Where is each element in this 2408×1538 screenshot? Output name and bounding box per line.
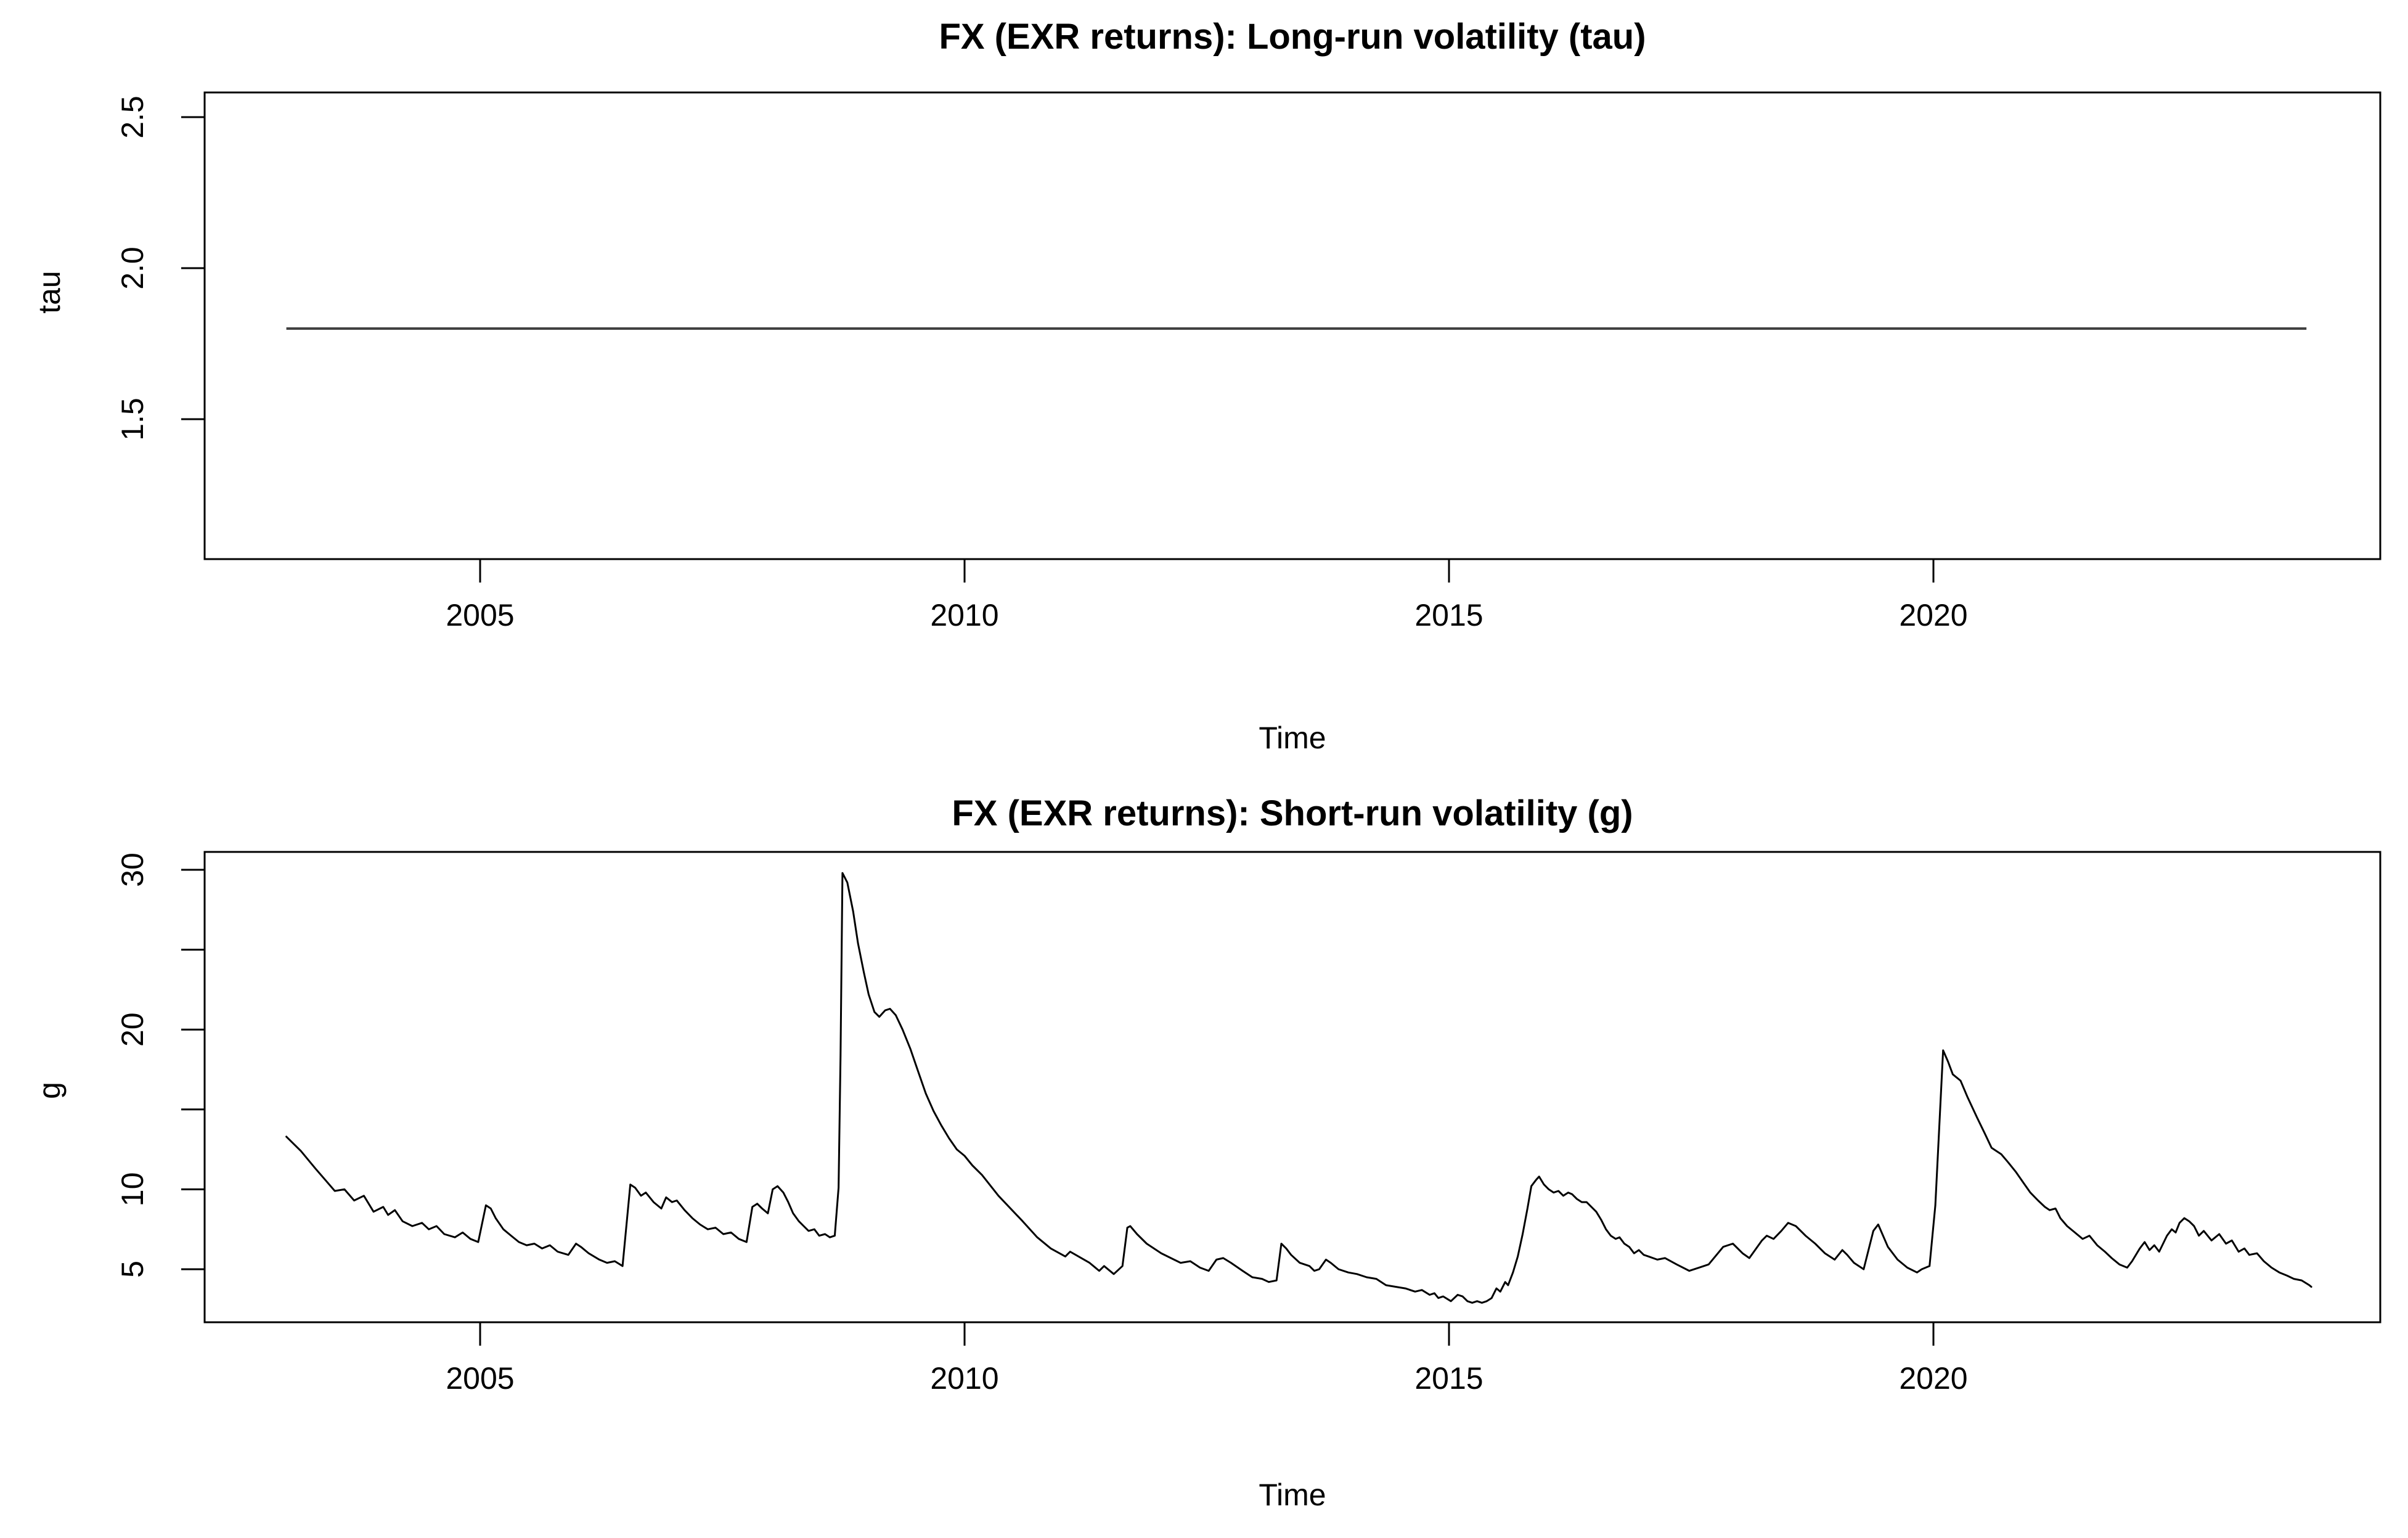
panel1-title: FX (EXR returns): Long-run volatility (t… [939, 17, 1646, 57]
y-tick-label: 1.5 [115, 398, 150, 441]
x-tick-label: 2010 [930, 1361, 998, 1396]
x-tick-label: 2015 [1414, 598, 1483, 632]
x-tick-label: 2020 [1899, 598, 1967, 632]
plot-box [203, 91, 2381, 560]
panel1-ylabel: tau [32, 271, 67, 314]
panel1-xlabel: Time [1259, 721, 1326, 755]
x-tick-label: 2005 [446, 1361, 514, 1396]
y-tick-label: 2.0 [115, 247, 150, 290]
x-tick-label: 2015 [1414, 1361, 1483, 1396]
g-series-line [285, 872, 2312, 1304]
y-tick-label: 10 [115, 1172, 150, 1207]
panel2-ylabel: g [32, 1082, 67, 1099]
panel2-xlabel: Time [1259, 1478, 1326, 1512]
y-tick-label: 30 [115, 853, 150, 887]
plot-box [203, 851, 2381, 1323]
x-tick-label: 2010 [930, 598, 998, 632]
y-tick-label: 2.5 [115, 96, 150, 139]
x-tick-label: 2005 [446, 598, 514, 632]
x-tick-label: 2020 [1899, 1361, 1967, 1396]
y-tick-label: 5 [115, 1261, 150, 1278]
y-tick-label: 20 [115, 1012, 150, 1047]
panel2-title: FX (EXR returns): Short-run volatility (… [952, 793, 1633, 833]
